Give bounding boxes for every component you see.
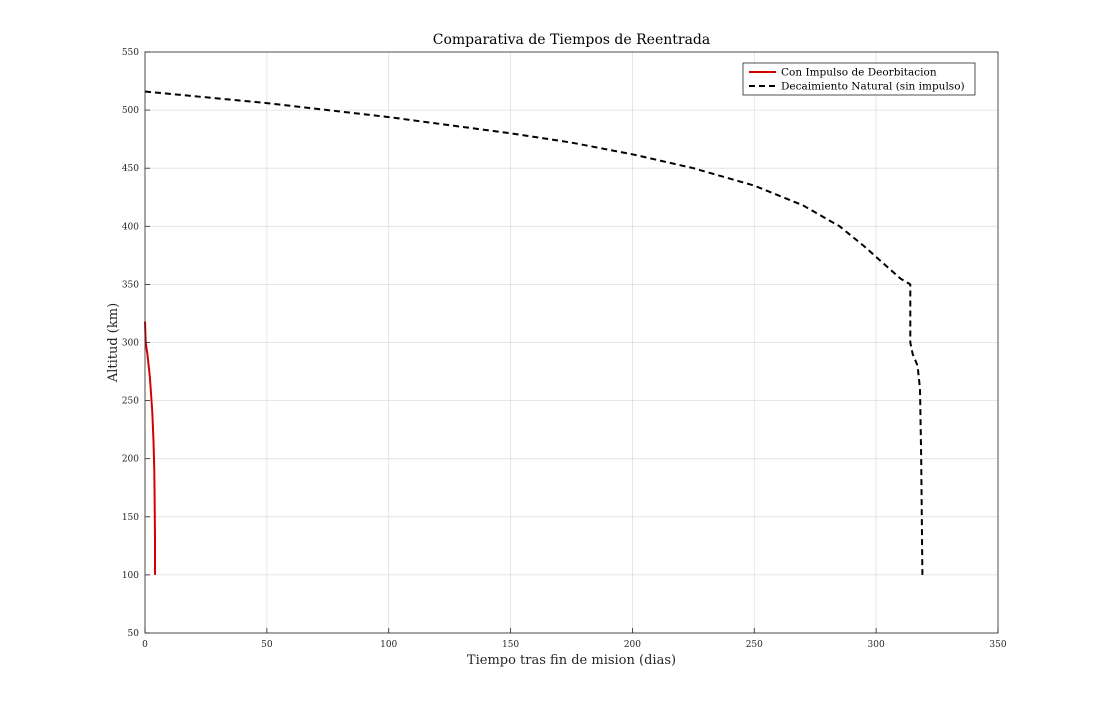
- legend-label-1: Con Impulso de Deorbitacion: [781, 67, 937, 79]
- legend: Con Impulso de Deorbitacion Decaimiento N…: [742, 62, 976, 96]
- series-line-2: [144, 90, 924, 575]
- x-axis-title: Tiempo tras fin de mision (dias): [467, 653, 676, 668]
- x-tick-label: 250: [746, 640, 763, 650]
- y-tick-label: 550: [122, 48, 139, 58]
- series-line-1: [144, 321, 156, 575]
- y-tick-label: 450: [122, 164, 139, 174]
- legend-label-2: Decaimiento Natural (sin impulso): [781, 81, 965, 93]
- axis-ticks: 0 50 100 150 200 250 300 3505010015020025030035…: [122, 48, 1007, 650]
- x-tick-label: 300: [868, 640, 885, 650]
- legend-box: [742, 62, 976, 96]
- x-tick-label: 350: [989, 640, 1006, 650]
- x-tick-label: 100: [380, 640, 397, 650]
- y-tick-label: 100: [122, 571, 139, 581]
- x-tick-label: 50: [261, 640, 273, 650]
- chart-title: Comparativa de Tiempos de Reentrada: [433, 32, 710, 48]
- y-tick-label: 50: [128, 629, 140, 639]
- y-tick-label: 350: [122, 280, 139, 290]
- y-tick-label: 250: [122, 397, 139, 407]
- y-tick-label: 150: [122, 513, 139, 523]
- data-series: [144, 90, 924, 575]
- y-tick-label: 400: [122, 222, 139, 232]
- y-tick-label: 500: [122, 106, 139, 116]
- x-tick-label: 200: [624, 640, 641, 650]
- y-tick-label: 200: [122, 455, 139, 465]
- x-tick-label: 150: [502, 640, 519, 650]
- y-axis-title: Altitud (km): [106, 303, 121, 383]
- x-tick-label: 0: [142, 640, 148, 650]
- y-tick-label: 300: [122, 339, 139, 349]
